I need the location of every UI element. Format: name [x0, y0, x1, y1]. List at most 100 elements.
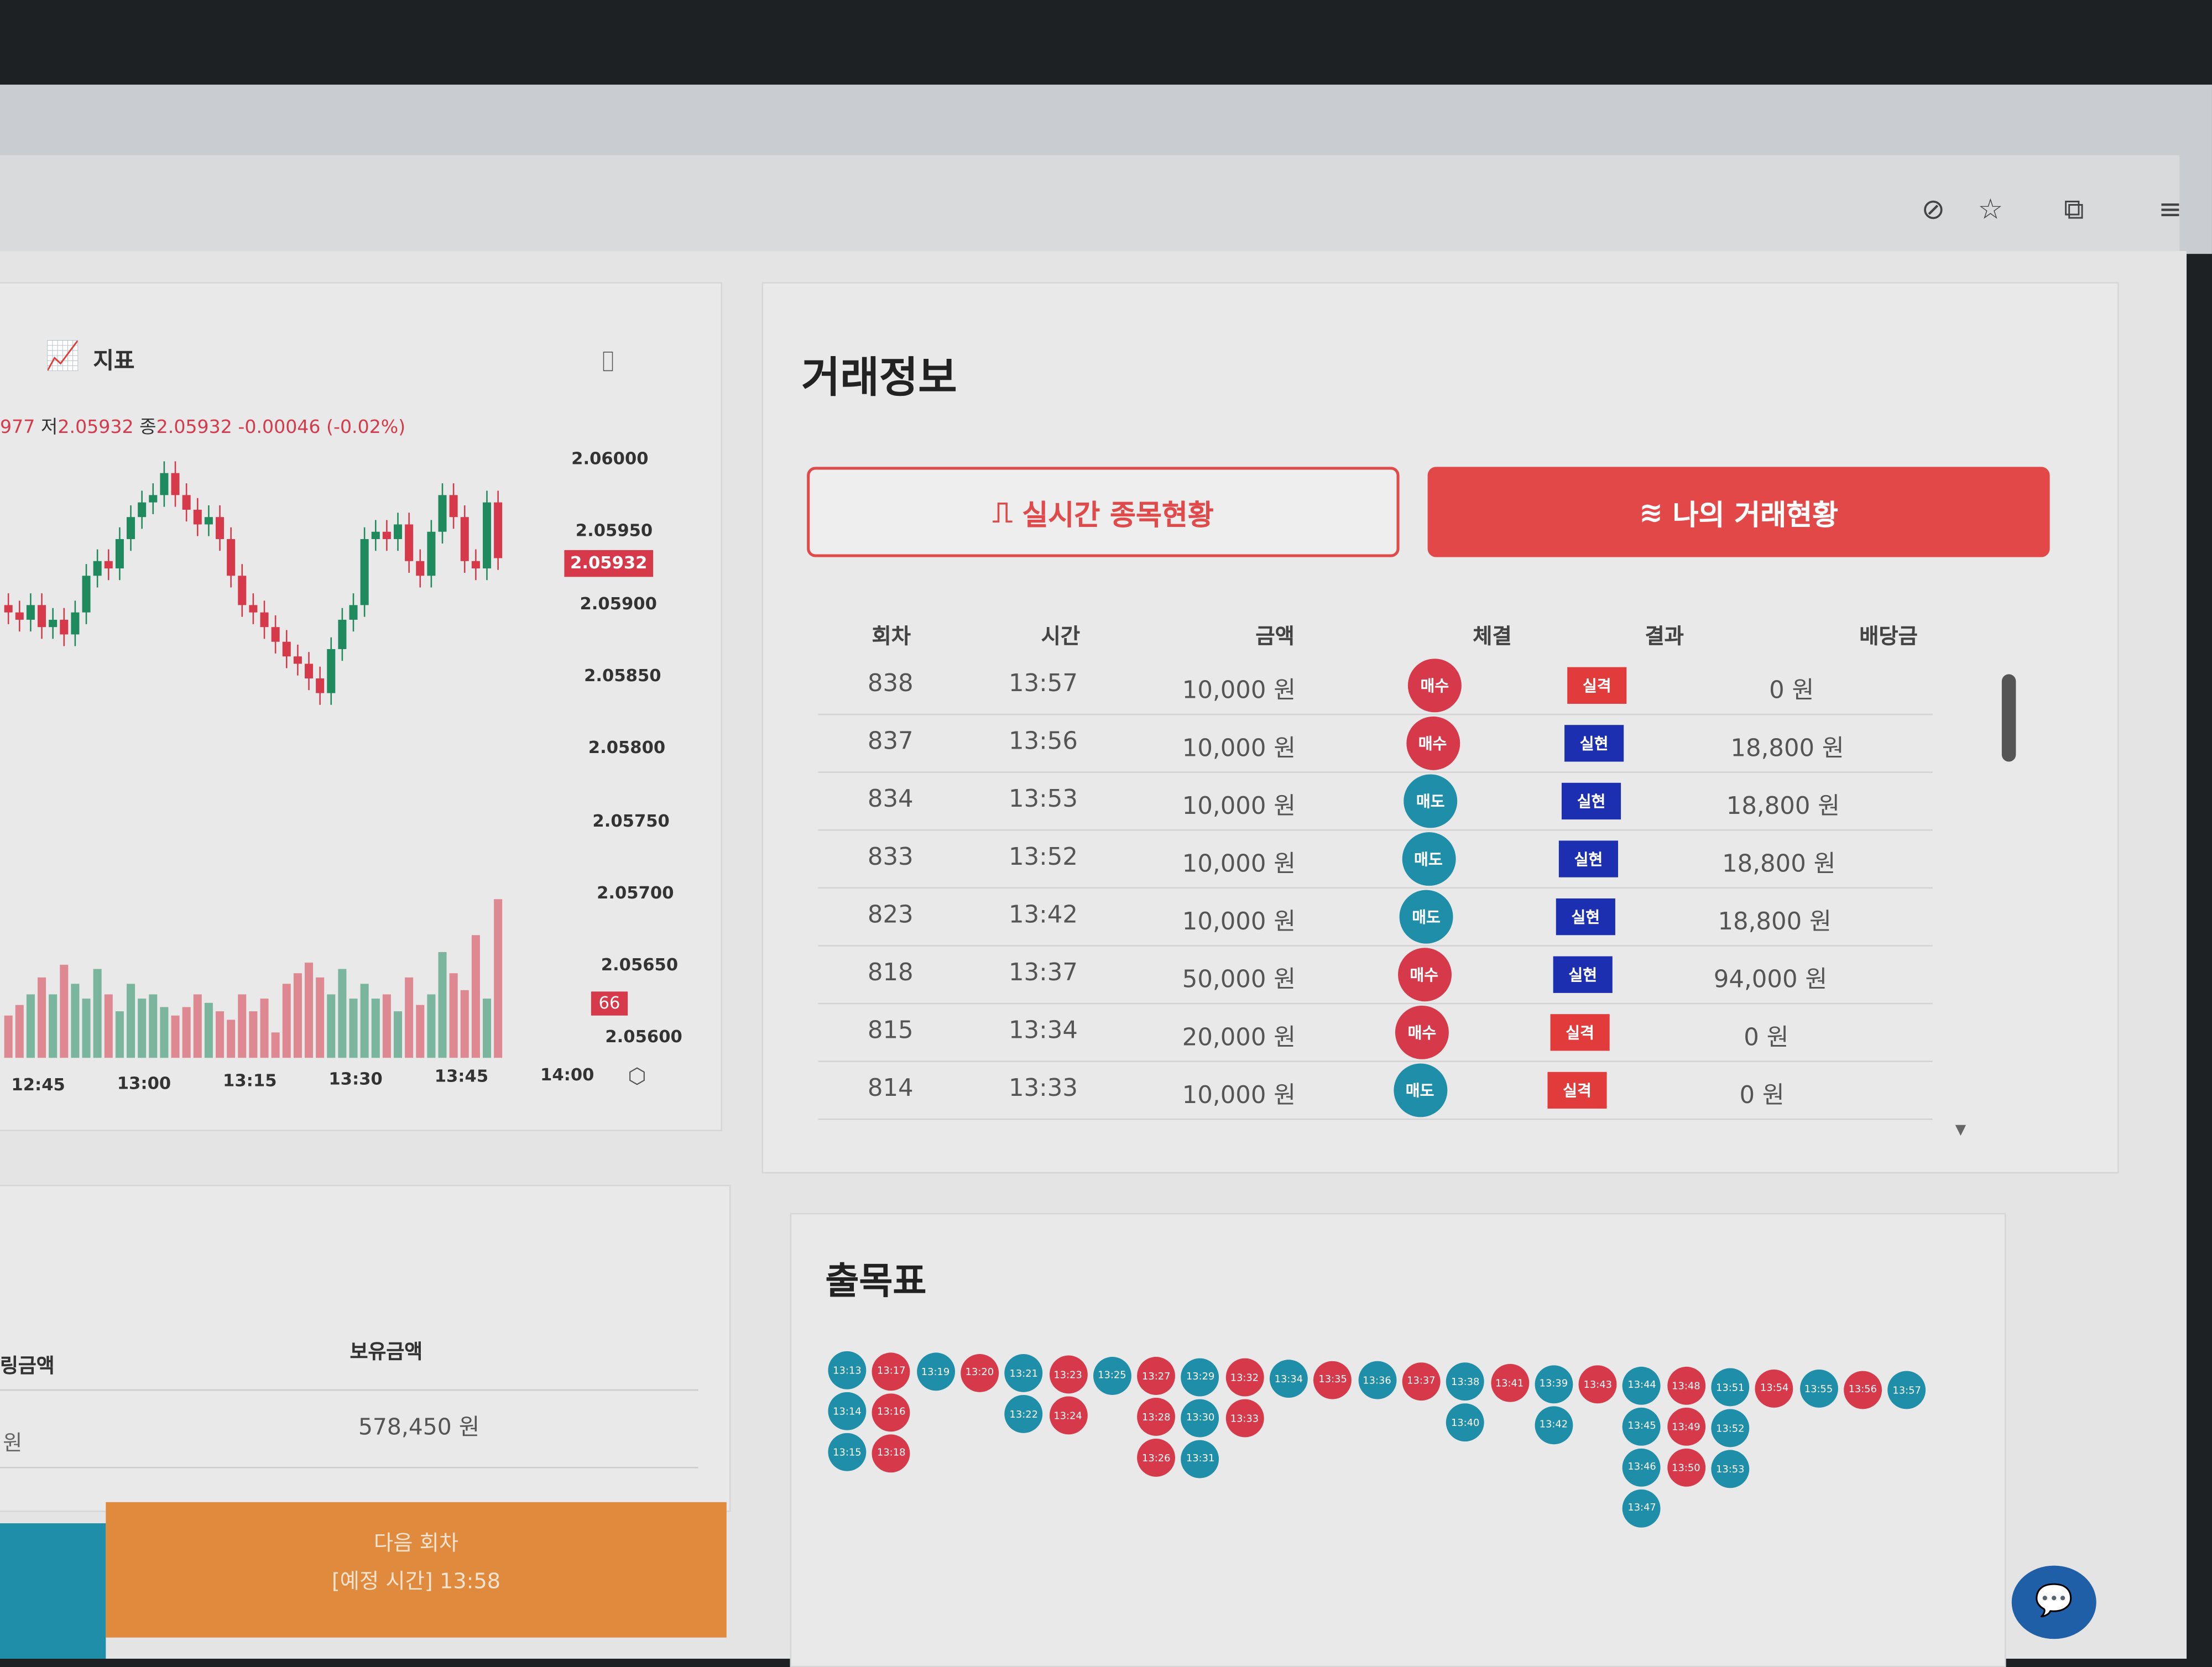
volume-bar — [49, 994, 58, 1058]
candle — [149, 495, 158, 503]
bead: 13:52 — [1711, 1409, 1750, 1447]
header-round: 회차 — [872, 623, 911, 649]
camera-icon[interactable]: ⌷ — [599, 344, 617, 378]
price-tick: 2.06000 — [571, 448, 649, 468]
payout-cell: 94,000 원 — [1713, 966, 1828, 995]
header-result: 결과 — [1645, 623, 1684, 649]
amount-cell: 50,000 원 — [1182, 966, 1296, 995]
bead: 13:35 — [1313, 1360, 1352, 1399]
next-round-banner: 다음 회차 [예정 시간] 13:58 — [106, 1502, 727, 1638]
volume-bar — [293, 973, 302, 1058]
table-row[interactable]: 833 13:52 10,000 원 매도 실현 18,800 원 — [818, 829, 1933, 889]
chart-indicator-icon[interactable]: 📈 — [45, 338, 81, 373]
time-cell: 13:52 — [1008, 843, 1078, 872]
table-row[interactable]: 818 13:37 50,000 원 매수 실현 94,000 원 — [818, 945, 1933, 1005]
bead-board-card — [790, 1213, 2006, 1667]
time-cell: 13:53 — [1008, 785, 1078, 814]
chat-button[interactable]: 💬 — [2011, 1565, 2096, 1639]
candle — [104, 561, 113, 569]
side-badge: 매수 — [1406, 716, 1460, 770]
volume-bar — [104, 994, 113, 1058]
bead: 13:44 — [1623, 1366, 1661, 1405]
candle — [71, 612, 80, 635]
volume-bar — [71, 984, 80, 1058]
volume-bar — [127, 984, 135, 1058]
side-badge: 매도 — [1401, 832, 1455, 886]
table-row[interactable]: 834 13:53 10,000 원 매도 실현 18,800 원 — [818, 771, 1933, 831]
candle — [360, 539, 369, 605]
media-icon[interactable]: ≡ — [2158, 191, 2182, 226]
tab-realtime[interactable]: ⎍ 실시간 종목현황 — [807, 467, 1400, 557]
volume-bar — [38, 977, 46, 1058]
bead: 13:22 — [1004, 1395, 1043, 1434]
side-badge: 매수 — [1397, 948, 1451, 1002]
volume-bar — [305, 963, 314, 1058]
indicator-label[interactable]: 지표 — [93, 347, 135, 374]
result-badge: 실현 — [1558, 840, 1618, 877]
volume-bar — [494, 899, 503, 1058]
candle — [15, 612, 24, 620]
candle — [182, 495, 191, 510]
tab-my-trades[interactable]: ≋ 나의 거래현황 — [1427, 467, 2050, 557]
candle — [38, 605, 46, 628]
volume-bar — [82, 999, 91, 1058]
volume-bar — [182, 1007, 191, 1058]
candle — [494, 502, 503, 558]
bead: 13:21 — [1004, 1354, 1043, 1393]
bead: 13:57 — [1887, 1371, 1926, 1410]
candle — [26, 605, 35, 620]
table-scrollbar[interactable] — [2001, 674, 2016, 762]
time-tick: 13:00 — [117, 1073, 171, 1093]
candle — [160, 473, 169, 495]
bead: 13:46 — [1623, 1448, 1661, 1487]
result-badge: 실격 — [1547, 1072, 1607, 1109]
payout-cell: 18,800 원 — [1722, 850, 1836, 879]
candle — [238, 576, 247, 605]
side-badge: 매수 — [1395, 1005, 1449, 1059]
volume-bar — [438, 952, 447, 1058]
bead: 13:50 — [1667, 1449, 1705, 1487]
header-payout: 배당금 — [1859, 623, 1918, 649]
volume-bar — [93, 969, 102, 1058]
table-row[interactable]: 814 13:33 10,000 원 매도 실격 0 원 — [818, 1060, 1933, 1120]
star-icon[interactable]: ☆ — [1978, 191, 2004, 226]
table-row[interactable]: 823 13:42 10,000 원 매도 실현 18,800 원 — [818, 887, 1933, 947]
amount-cell: 10,000 원 — [1182, 735, 1296, 764]
volume-bar — [483, 999, 492, 1058]
bead: 13:18 — [872, 1434, 911, 1472]
chart-settings-icon[interactable]: ⬡ — [628, 1063, 646, 1089]
teal-block — [0, 1523, 106, 1659]
eye-off-icon[interactable]: ⊘ — [1921, 191, 1945, 226]
table-row[interactable]: 837 13:56 10,000 원 매수 실현 18,800 원 — [818, 714, 1933, 773]
pulse-icon: ⎍ — [992, 495, 1022, 529]
table-row[interactable]: 838 13:57 10,000 원 매수 실격 0 원 — [818, 656, 1933, 715]
amount-cell: 10,000 원 — [1182, 850, 1296, 879]
bead: 13:54 — [1755, 1368, 1794, 1407]
volume-bar — [405, 977, 414, 1058]
ohlc-prev: 977 — [0, 417, 35, 439]
volume-bar — [338, 969, 347, 1058]
candlestick-chart[interactable] — [0, 437, 564, 1072]
trade-info-title: 거래정보 — [801, 354, 957, 404]
price-tick: 2.05750 — [592, 810, 670, 830]
bead: 13:15 — [828, 1433, 867, 1471]
price-tick: 2.05950 — [575, 521, 653, 541]
price-tick: 2.05800 — [588, 738, 666, 758]
result-badge: 실격 — [1550, 1014, 1610, 1051]
time-tick: 13:45 — [434, 1066, 489, 1086]
bead: 13:33 — [1225, 1399, 1264, 1438]
volume-badge: 66 — [591, 991, 628, 1016]
bead: 13:48 — [1667, 1367, 1705, 1405]
side-badge: 매도 — [1404, 774, 1458, 828]
change-value: -0.00046 (-0.02%) — [238, 417, 406, 439]
header-time: 시간 — [1041, 623, 1081, 649]
holdings-col1-value: 원 — [3, 1430, 23, 1456]
volume-bar — [238, 994, 247, 1058]
table-row[interactable]: 815 13:34 20,000 원 매수 실격 0 원 — [818, 1003, 1933, 1062]
scroll-down-icon[interactable]: ▼ — [1955, 1122, 1966, 1138]
bead: 13:29 — [1181, 1358, 1220, 1396]
volume-bar — [149, 994, 158, 1058]
candle — [427, 531, 436, 576]
extension-icon[interactable]: ⧉ — [2064, 191, 2084, 226]
candle — [216, 517, 225, 539]
